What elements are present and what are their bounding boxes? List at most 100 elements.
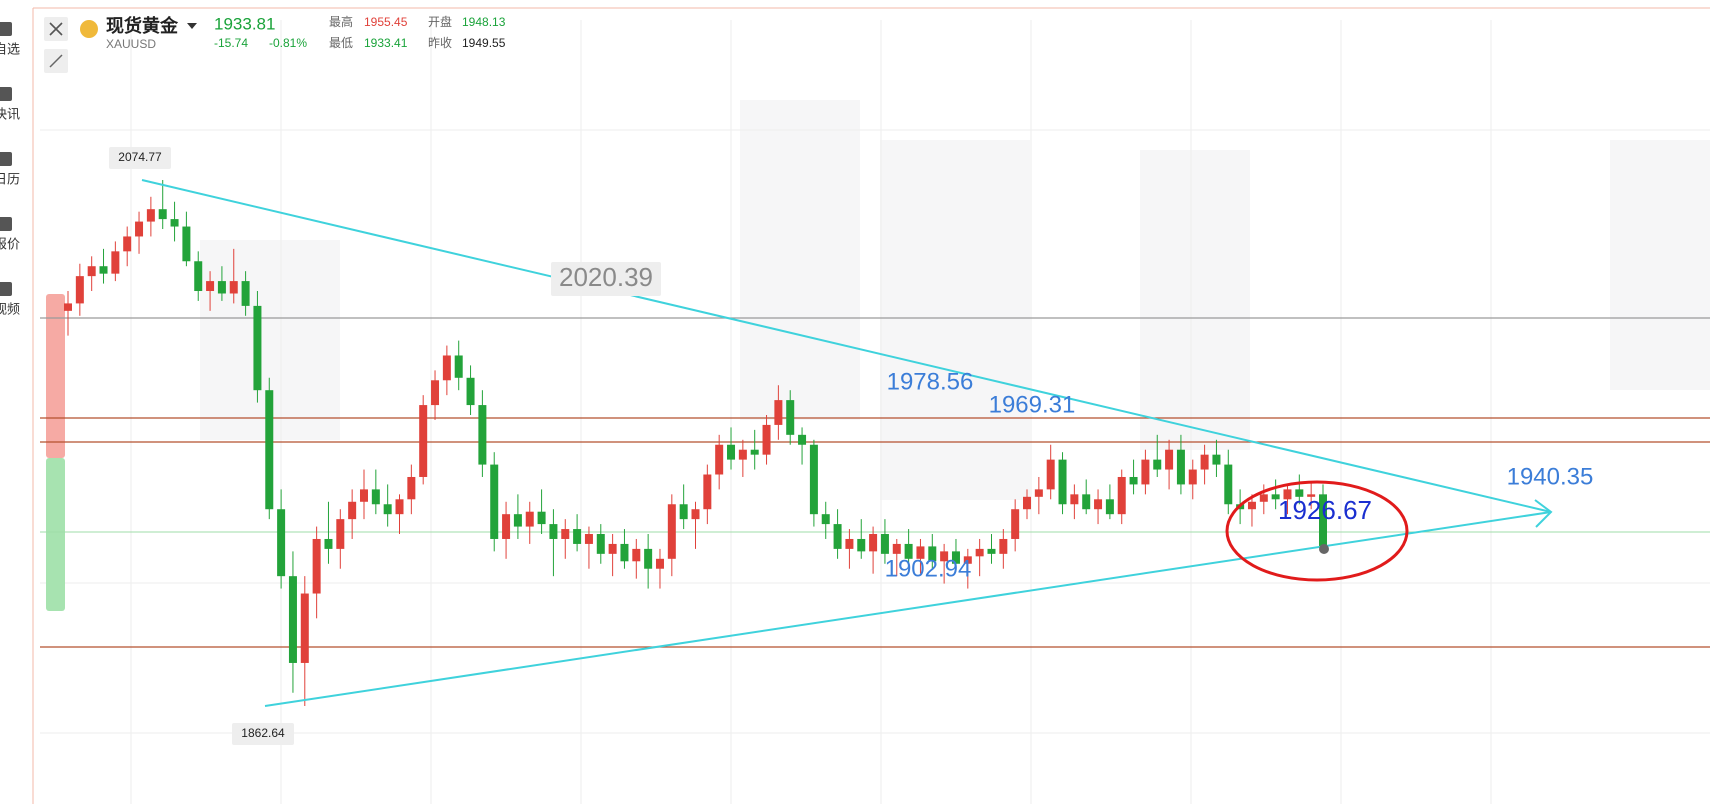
candle-body — [620, 543, 629, 562]
sidebar-label[interactable]: 视频 — [0, 301, 20, 316]
sidebar-label[interactable]: 自选 — [0, 41, 20, 56]
symbol: 现货黄金 — [106, 15, 179, 36]
stat-label: 昨收 — [428, 36, 452, 50]
candle-body — [1070, 494, 1079, 505]
dropdown[interactable] — [187, 23, 197, 29]
candle-body — [158, 209, 167, 220]
shrink-icon — [49, 54, 63, 68]
sidebar-icon[interactable] — [0, 22, 12, 36]
annotation: 1926.67 — [1278, 495, 1372, 525]
logo — [80, 20, 98, 38]
candle-body — [229, 281, 238, 294]
sidebar-icon[interactable] — [0, 87, 12, 101]
candle-body — [111, 251, 120, 274]
candle-body — [632, 548, 641, 562]
candle-body — [963, 556, 972, 564]
sidebar-icon[interactable] — [0, 152, 12, 166]
annotation: 1862.64 — [241, 726, 285, 740]
candle-body — [975, 548, 984, 557]
candle-body — [537, 511, 546, 525]
candle-body — [87, 266, 96, 277]
change-pct: -0.81% — [269, 36, 307, 50]
candle-body — [241, 281, 250, 306]
candle-body — [312, 538, 321, 594]
candle-body — [490, 464, 499, 539]
candle-body — [1141, 459, 1150, 485]
annotation: 2020.39 — [559, 262, 653, 292]
candle-body — [99, 266, 108, 274]
candle-body — [999, 538, 1008, 554]
candle-body — [750, 449, 759, 455]
candle-body — [502, 514, 511, 539]
candle-body — [146, 209, 155, 222]
candle-body — [667, 504, 676, 559]
candle-body — [869, 534, 878, 552]
candle-body — [194, 261, 203, 292]
position-bar — [46, 458, 65, 611]
annotations: 2074.77 1862.64 2020.39 1978.56 1969.31 1902.… — [109, 147, 1593, 745]
background-art — [200, 100, 1710, 500]
candle-body — [75, 276, 84, 304]
highlight-circle — [1225, 480, 1409, 582]
candle-body — [655, 558, 664, 569]
candle-body — [738, 449, 747, 460]
candle-body — [513, 514, 522, 527]
sidebar-icon[interactable] — [0, 217, 12, 231]
candle-body — [573, 529, 582, 544]
candle-body — [561, 529, 570, 539]
candle-body — [845, 538, 854, 549]
candle-body — [1200, 454, 1209, 470]
annotation-box — [232, 723, 294, 745]
annotation: 1940.35 — [1507, 463, 1594, 490]
code: XAUUSD — [106, 37, 156, 51]
candle-body — [217, 281, 226, 294]
candle-body — [774, 400, 783, 425]
position-bar — [46, 294, 65, 458]
change: -15.74 — [214, 36, 248, 50]
candle-body — [454, 355, 463, 378]
candle-body — [1165, 449, 1174, 470]
candle-body — [1094, 499, 1103, 510]
candle-body — [821, 514, 830, 525]
candles — [64, 180, 1327, 706]
candle-body — [691, 509, 700, 520]
cursor-dot — [1319, 544, 1329, 554]
candle-body — [928, 546, 937, 562]
candle-body — [525, 511, 534, 527]
sidebar-label[interactable]: 报价 — [0, 236, 20, 251]
candle-body — [265, 390, 274, 510]
candle-body — [336, 519, 345, 549]
candle-body — [419, 405, 428, 477]
candle-body — [1212, 454, 1221, 465]
sidebar-icon[interactable] — [0, 282, 12, 296]
candle-body — [644, 548, 653, 569]
candle-body — [703, 474, 712, 510]
candle-body — [987, 548, 996, 554]
candle-body — [892, 543, 901, 554]
candle-body — [383, 504, 392, 515]
candle-body — [1259, 494, 1268, 502]
candle-body — [182, 226, 191, 262]
price: 1933.81 — [214, 14, 275, 33]
candle-body — [798, 434, 807, 445]
annotation: 1969.31 — [989, 391, 1076, 418]
stat-value: 1933.41 — [364, 36, 408, 50]
close-icon — [49, 22, 63, 36]
sidebar — [0, 0, 34, 804]
triangle — [141, 179, 1553, 707]
sidebar-label[interactable]: 快讯 — [0, 106, 20, 121]
stat-value: 1955.45 — [364, 15, 408, 29]
candle-body — [123, 236, 132, 252]
sidebar-label[interactable]: 日历 — [0, 171, 20, 186]
candle-body — [857, 538, 866, 552]
candle-body — [348, 501, 357, 520]
candle-body — [170, 219, 179, 227]
stat-label: 最低 — [329, 36, 353, 50]
candle-body — [277, 509, 286, 577]
candle-body — [904, 543, 913, 559]
candle-body — [371, 489, 380, 505]
candle-body — [1283, 489, 1292, 500]
candle-body — [135, 221, 144, 237]
candle-body — [324, 538, 333, 549]
